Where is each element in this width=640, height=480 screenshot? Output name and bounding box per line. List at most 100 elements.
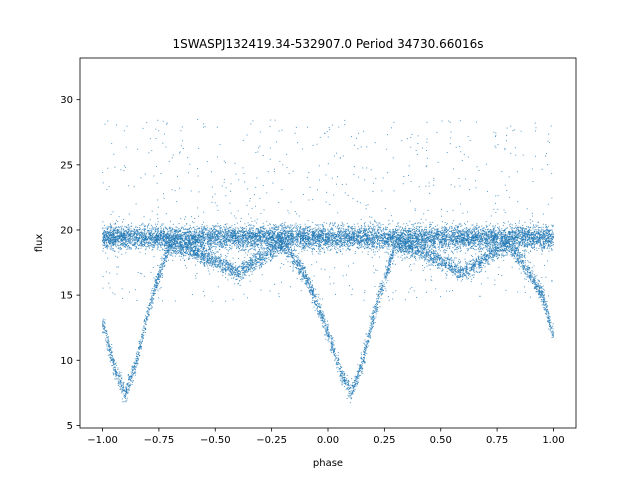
data-point: [530, 241, 532, 243]
data-point: [514, 237, 516, 239]
data-point: [219, 242, 221, 244]
data-point: [252, 235, 254, 237]
data-point: [540, 237, 542, 239]
data-point: [324, 252, 326, 254]
data-point: [285, 230, 287, 232]
data-point: [176, 238, 178, 240]
data-point: [537, 240, 539, 242]
data-point: [148, 246, 150, 248]
data-point: [469, 242, 471, 244]
data-point: [443, 235, 445, 237]
data-point: [145, 245, 147, 247]
data-point: [250, 245, 252, 247]
data-point: [246, 243, 248, 245]
data-point: [453, 236, 455, 238]
data-point: [356, 230, 358, 232]
data-point: [524, 252, 526, 254]
data-point: [125, 241, 127, 243]
data-point: [492, 252, 494, 254]
data-point: [495, 225, 496, 227]
data-point: [110, 243, 112, 245]
data-point: [331, 227, 333, 229]
data-point: [526, 244, 528, 246]
data-point: [201, 237, 203, 239]
data-point: [308, 235, 310, 237]
data-point: [333, 236, 335, 238]
data-point: [545, 243, 547, 245]
data-point: [354, 229, 356, 231]
data-point: [322, 228, 324, 230]
data-point: [300, 238, 302, 239]
data-point: [135, 246, 137, 248]
data-point: [537, 239, 539, 241]
data-point: [545, 232, 547, 234]
data-point: [424, 231, 426, 233]
data-point: [434, 228, 436, 230]
data-point: [364, 243, 366, 245]
data-point: [123, 235, 125, 237]
data-point: [538, 227, 540, 229]
data-point: [203, 246, 205, 248]
data-point: [367, 243, 369, 245]
data-point: [517, 233, 519, 235]
data-point: [269, 223, 271, 225]
data-point: [529, 238, 531, 240]
data-point: [221, 243, 223, 245]
data-point: [481, 247, 483, 249]
data-point: [467, 239, 469, 241]
data-point: [190, 230, 192, 232]
data-point: [128, 240, 130, 242]
data-point: [301, 251, 303, 253]
data-point: [446, 227, 448, 229]
data-point: [149, 235, 151, 237]
data-point: [221, 241, 223, 243]
data-point: [475, 242, 477, 244]
data-point: [417, 243, 419, 245]
data-point: [526, 226, 528, 228]
data-point: [409, 220, 411, 222]
data-point: [347, 236, 349, 238]
data-point: [485, 232, 487, 234]
data-point: [321, 233, 323, 235]
data-point: [350, 240, 352, 242]
data-point: [488, 242, 490, 244]
data-point: [377, 224, 379, 226]
data-point: [330, 245, 332, 247]
data-point: [452, 236, 454, 238]
data-point: [260, 236, 262, 238]
data-point: [145, 248, 147, 250]
data-point: [437, 238, 439, 240]
data-point: [253, 245, 255, 247]
data-point: [489, 233, 491, 235]
data-point: [168, 231, 170, 233]
data-point: [319, 249, 321, 251]
data-point: [407, 249, 409, 251]
data-point: [387, 234, 389, 236]
data-point: [170, 232, 172, 234]
data-point: [125, 235, 127, 237]
data-point: [415, 237, 417, 239]
data-point: [243, 228, 245, 230]
data-point: [247, 236, 249, 238]
data-point: [415, 229, 417, 231]
data-point: [522, 236, 524, 238]
data-point: [282, 243, 284, 245]
data-point: [441, 243, 443, 245]
data-point: [140, 228, 142, 230]
data-point: [323, 229, 325, 231]
data-point: [220, 245, 222, 247]
data-point: [435, 235, 437, 237]
data-point: [526, 236, 527, 238]
data-point: [280, 247, 282, 249]
data-point: [216, 242, 218, 244]
data-point: [215, 251, 217, 253]
data-point: [239, 242, 241, 244]
data-point: [371, 249, 373, 251]
data-point: [126, 228, 128, 230]
data-point: [152, 244, 154, 246]
data-point: [470, 242, 472, 244]
data-point: [509, 226, 511, 228]
data-point: [219, 242, 221, 244]
data-point: [424, 246, 426, 248]
